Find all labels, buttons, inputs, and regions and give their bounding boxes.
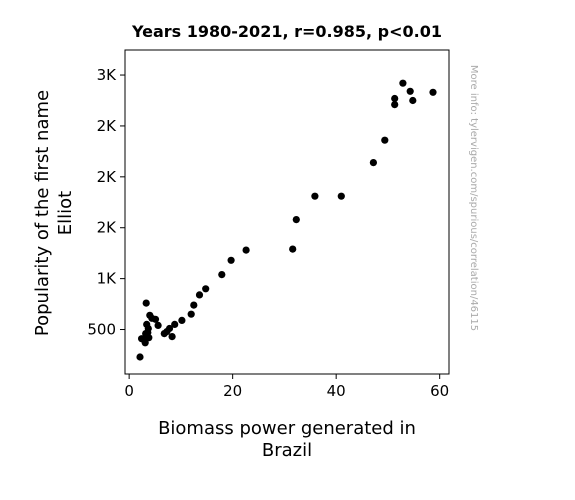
data-point-5 <box>141 339 149 347</box>
data-point-39 <box>409 96 417 105</box>
data-point-38 <box>406 87 414 95</box>
data-point-21 <box>178 316 186 324</box>
data-point-25 <box>202 285 210 293</box>
data-point-18 <box>165 324 174 333</box>
data-point-19 <box>168 333 176 341</box>
x-tick-label-20: 20 <box>223 382 242 400</box>
data-point-9 <box>144 324 152 333</box>
y-tick-label-1500: 2K <box>97 219 118 237</box>
x-tick-label-40: 40 <box>327 382 346 400</box>
data-point-27 <box>227 256 235 264</box>
data-point-15 <box>154 321 162 329</box>
data-point-36 <box>391 94 399 103</box>
chart-title: Years 1980-2021, r=0.985, p<0.01 <box>131 22 442 41</box>
y-tick-label-3000: 3K <box>97 66 118 84</box>
source-note: More info: tylervigen.com/spurious/corre… <box>468 65 479 331</box>
x-axis-label-line-1: Biomass power generated in <box>158 418 416 439</box>
data-point-20 <box>171 320 179 328</box>
data-point-31 <box>311 192 319 200</box>
data-point-40 <box>429 88 437 96</box>
data-point-24 <box>195 291 204 299</box>
x-axis-label-line-2: Brazil <box>262 440 312 461</box>
data-point-32 <box>337 192 345 200</box>
x-tick-label-60: 60 <box>430 382 449 400</box>
data-point-30 <box>292 216 300 224</box>
data-point-37 <box>399 79 407 87</box>
points-layer <box>136 79 437 361</box>
y-axis: 500 1K 2K 2K 2K 3K <box>87 66 125 339</box>
y-axis-label-line-2: Elliot <box>55 191 76 235</box>
data-point-10 <box>145 334 153 342</box>
data-point-35 <box>391 101 399 109</box>
data-point-33 <box>369 159 377 167</box>
y-tick-label-2000: 2K <box>97 168 118 186</box>
y-tick-label-2500: 2K <box>97 117 118 135</box>
data-point-34 <box>381 136 389 144</box>
x-axis: 0 20 40 60 <box>124 374 449 400</box>
data-point-11 <box>142 299 150 307</box>
x-tick-label-0: 0 <box>124 382 134 400</box>
data-point-1 <box>136 353 144 361</box>
y-tick-label-1000: 1K <box>97 270 118 288</box>
y-tick-label-500: 500 <box>87 321 116 339</box>
data-point-29 <box>289 245 297 253</box>
data-point-14 <box>151 315 160 323</box>
data-point-22 <box>187 310 195 318</box>
data-point-26 <box>218 271 226 279</box>
data-point-23 <box>190 301 198 309</box>
y-axis-label-line-1: Popularity of the first name <box>32 90 53 336</box>
data-point-28 <box>242 246 250 254</box>
plot-frame <box>124 49 450 375</box>
